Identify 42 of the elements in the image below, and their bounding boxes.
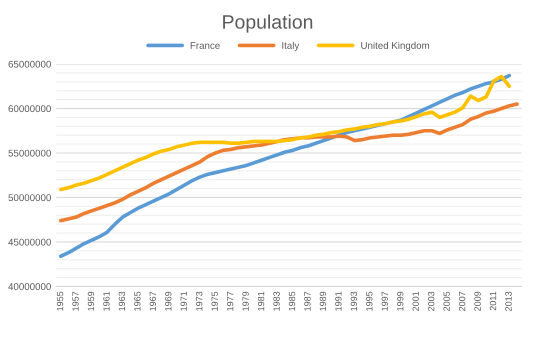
y-tick-label: 60000000 [8, 105, 51, 112]
x-tick-label: 1969 [165, 292, 172, 311]
x-tick-label: 2005 [443, 292, 450, 311]
x-tick-label: 2007 [458, 292, 466, 311]
x-tick-label: 1991 [335, 292, 342, 311]
x-tick-label: 2009 [474, 292, 481, 311]
x-tick-label: 1955 [56, 292, 64, 311]
x-tick-label: 1987 [304, 292, 311, 311]
line-series [59, 102, 519, 222]
y-tick-label: 55000000 [8, 150, 51, 157]
x-tick-label: 2001 [412, 292, 419, 311]
y-tick-label: 40000000 [8, 283, 51, 290]
x-tick-label: 1999 [397, 292, 404, 311]
x-tick-label: 1981 [258, 292, 264, 311]
x-tick-label: 1983 [273, 292, 280, 311]
legend-label: Italy [282, 42, 300, 51]
chart-title: Population [223, 14, 312, 33]
x-tick-label: 2011 [490, 292, 496, 310]
y-tick-label: 65000000 [8, 60, 51, 68]
x-tick-label: 1967 [150, 292, 156, 311]
legend-label: United Kingdom [361, 42, 430, 51]
x-tick-label: 1957 [72, 292, 79, 311]
x-tick-label: 1961 [103, 292, 110, 311]
x-tick-label: 2003 [428, 292, 434, 311]
x-tick-label: 1979 [242, 292, 249, 311]
x-tick-label: 1997 [382, 292, 388, 311]
x-tick-label: 1959 [88, 292, 94, 311]
x-tick-label: 1965 [134, 292, 141, 311]
x-tick-label: 1977 [226, 292, 234, 311]
x-tick-label: 1973 [196, 292, 202, 311]
x-tick-label: 1985 [288, 292, 296, 311]
y-tick-label: 45000000 [8, 238, 51, 246]
x-tick-label: 1975 [211, 292, 218, 311]
x-tick-label: 1971 [180, 292, 187, 311]
x-tick-label: 2013 [505, 292, 512, 311]
legend-label: France [190, 42, 220, 49]
x-tick-label: 1993 [350, 292, 358, 311]
x-tick-label: 1989 [320, 292, 326, 311]
line-series [59, 74, 512, 192]
y-tick-label: 50000000 [8, 194, 51, 202]
x-tick-label: 1995 [366, 292, 373, 311]
x-tick-label: 1963 [118, 292, 126, 311]
